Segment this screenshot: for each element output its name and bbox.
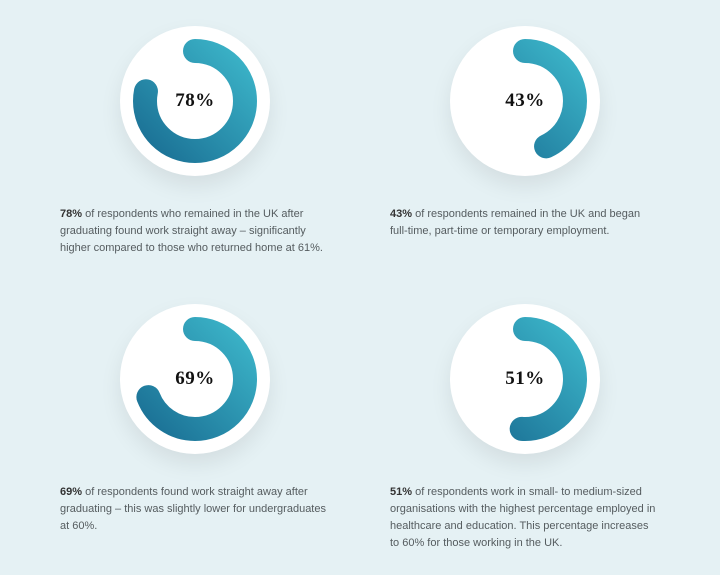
pct-label: 51% bbox=[505, 368, 545, 390]
stat-cell-3: 51% 51% of respondents work in small- to… bbox=[390, 298, 660, 566]
donut-chart-3: 51% bbox=[450, 304, 600, 454]
desc-bold: 51% bbox=[390, 486, 412, 498]
desc-bold: 78% bbox=[60, 208, 82, 220]
desc-bold: 43% bbox=[390, 208, 412, 220]
donut-center: 69% bbox=[158, 342, 232, 416]
desc-bold: 69% bbox=[60, 486, 82, 498]
stats-grid: 78% 78% of respondents who remained in t… bbox=[0, 0, 720, 575]
desc-text: of respondents who remained in the UK af… bbox=[60, 208, 323, 254]
stat-cell-0: 78% 78% of respondents who remained in t… bbox=[60, 20, 330, 288]
stat-cell-2: 69% 69% of respondents found work straig… bbox=[60, 298, 330, 566]
donut-chart-1: 43% bbox=[450, 26, 600, 176]
desc-text: of respondents work in small- to medium-… bbox=[390, 486, 655, 549]
donut-center: 51% bbox=[488, 342, 562, 416]
desc-text: of respondents remained in the UK and be… bbox=[390, 208, 640, 237]
pct-label: 78% bbox=[175, 90, 215, 112]
stat-description-2: 69% of respondents found work straight a… bbox=[60, 484, 330, 535]
pct-label: 69% bbox=[175, 368, 215, 390]
stat-description-0: 78% of respondents who remained in the U… bbox=[60, 206, 330, 257]
donut-chart-2: 69% bbox=[120, 304, 270, 454]
desc-text: of respondents found work straight away … bbox=[60, 486, 326, 532]
donut-center: 78% bbox=[158, 64, 232, 138]
stat-cell-1: 43% 43% of respondents remained in the U… bbox=[390, 20, 660, 288]
donut-chart-0: 78% bbox=[120, 26, 270, 176]
stat-description-1: 43% of respondents remained in the UK an… bbox=[390, 206, 660, 240]
donut-center: 43% bbox=[488, 64, 562, 138]
pct-label: 43% bbox=[505, 90, 545, 112]
stat-description-3: 51% of respondents work in small- to med… bbox=[390, 484, 660, 552]
